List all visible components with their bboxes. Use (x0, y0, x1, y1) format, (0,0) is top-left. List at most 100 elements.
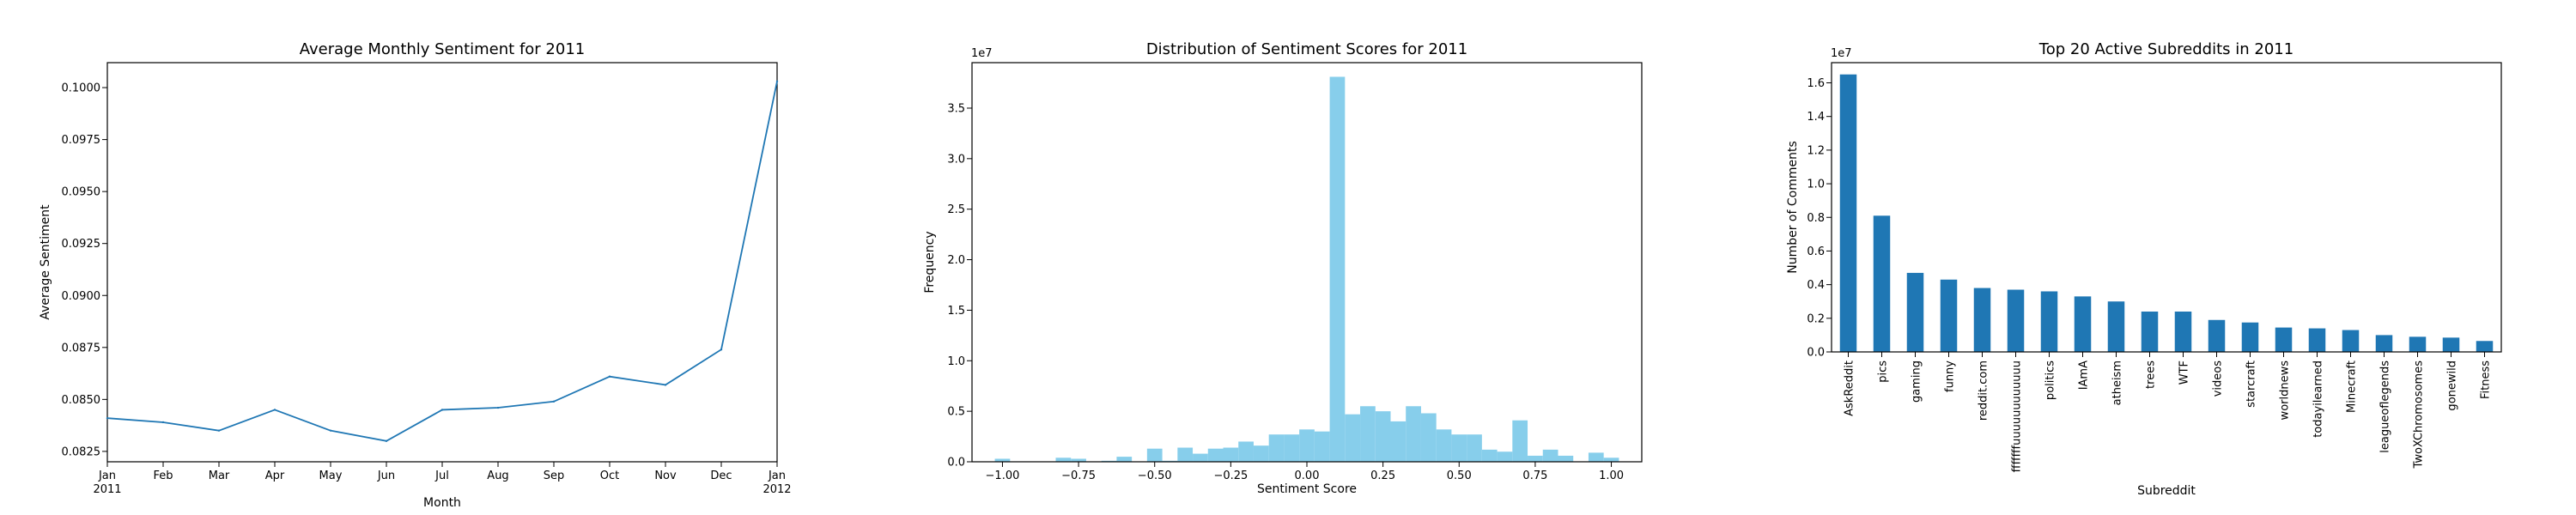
histogram-bar (1268, 434, 1285, 462)
bar (1873, 215, 1891, 352)
y-axis-label: Frequency (923, 231, 937, 293)
bar (2442, 337, 2460, 352)
histogram-bar (1420, 413, 1437, 462)
histogram-bar (1497, 451, 1513, 462)
data-point (552, 400, 556, 403)
bar (2174, 311, 2192, 352)
y-tick-label: 0.0850 (62, 394, 101, 407)
y-axis-label: Number of Comments (1786, 141, 1800, 274)
histogram-bar (1558, 455, 1574, 462)
bar (1973, 288, 1991, 352)
y-tick-label: 0.4 (1807, 279, 1825, 292)
histogram-bar (1299, 429, 1315, 462)
x-tick-label: 0.00 (1295, 470, 1320, 482)
x-axis-label: Subreddit (2137, 484, 2196, 498)
data-point (440, 409, 444, 411)
histogram-bar (1177, 447, 1194, 462)
x-tick-label: Fitness (2480, 360, 2493, 399)
x-tick-label: fffffffuuuuuuuuuuuu (2011, 360, 2024, 472)
histogram-bar (994, 458, 1011, 462)
histogram-bar (1436, 429, 1452, 462)
data-point (217, 429, 221, 432)
x-tick-label: Minecraft (2346, 360, 2359, 413)
y-tick-label: 0.0900 (62, 290, 101, 303)
histogram-bar (1116, 457, 1133, 462)
y-tick-label: 3.5 (947, 102, 965, 115)
histogram-bar (1588, 452, 1604, 462)
x-tick-label: politics (2044, 360, 2057, 400)
x-tick-label: Jan (768, 470, 786, 482)
y-axis-multiplier: 1e7 (971, 47, 993, 60)
bar (2208, 319, 2226, 352)
chart-title: Distribution of Sentiment Scores for 201… (1146, 40, 1467, 58)
histogram-bar (1542, 449, 1558, 462)
histogram-bar (1253, 445, 1269, 462)
x-tick-label: 1.00 (1599, 470, 1624, 482)
x-tick-label: Nov (654, 470, 677, 482)
bar (2040, 291, 2058, 352)
y-tick-label: 1.5 (947, 305, 965, 318)
y-tick-label: 0.0 (947, 457, 965, 470)
data-point (608, 375, 611, 378)
x-tick-label: Jun (377, 470, 395, 482)
top-subreddits-bar-chart: Top 20 Active Subreddits in 2011 Subredd… (1786, 40, 2502, 498)
y-tick-label: 0.5 (947, 406, 965, 419)
histogram-bar (1451, 434, 1467, 462)
bar (1940, 279, 1958, 352)
histogram-bar (1055, 457, 1072, 462)
plot-frame (1831, 62, 2502, 353)
histogram-bar (1146, 448, 1163, 462)
y-tick-label: 0.0950 (62, 186, 101, 199)
sentiment-histogram: Distribution of Sentiment Scores for 201… (923, 40, 1643, 496)
y-tick-label: 2.5 (947, 203, 965, 216)
histogram-bar (1238, 441, 1254, 462)
data-point (775, 80, 779, 82)
histogram-bar (1071, 458, 1086, 462)
data-point (329, 429, 332, 432)
histogram-bar (1345, 414, 1361, 462)
x-tick-label: Jan (98, 470, 116, 482)
x-tick-label: funny (1944, 360, 1957, 392)
plot-frame (106, 62, 778, 463)
y-tick-label: 0.2 (1807, 312, 1825, 325)
x-tick-label: Jul (434, 470, 449, 482)
y-tick-label: 3.0 (947, 153, 965, 166)
x-tick-label: 0.50 (1447, 470, 1472, 482)
bar (2476, 341, 2494, 352)
data-point (273, 409, 276, 411)
x-tick-label: Sep (544, 470, 565, 482)
x-tick-label: Oct (600, 470, 619, 482)
x-tick-label: gonewild (2446, 360, 2459, 411)
histogram-bar (1390, 421, 1406, 462)
histogram-bar (1284, 434, 1300, 462)
histogram-bar (1207, 448, 1224, 462)
y-tick-label: 1.0 (1807, 179, 1825, 191)
x-tick-label: −0.50 (1138, 470, 1172, 482)
bar (2275, 327, 2293, 352)
histogram-bar (1360, 406, 1376, 462)
series-line (106, 81, 778, 442)
data-point (664, 384, 667, 386)
x-tick-label: Dec (710, 470, 732, 482)
data-point (720, 348, 723, 351)
x-tick-label: −0.25 (1213, 470, 1248, 482)
histogram-bar (1375, 411, 1391, 462)
bar (2409, 336, 2427, 352)
data-point (385, 439, 388, 442)
x-tick-label: 0.75 (1522, 470, 1547, 482)
x-tick-label: WTF (2178, 360, 2191, 385)
x-tick-label: videos (2212, 360, 2225, 397)
x-tick-label: TwoXChromosomes (2413, 360, 2426, 470)
y-axis-multiplier: 1e7 (1831, 47, 1852, 60)
x-tick-label: −1.00 (986, 470, 1020, 482)
bar (2375, 335, 2393, 352)
monthly-sentiment-line-chart: Average Monthly Sentiment for 2011 Month… (39, 40, 792, 510)
bar (2241, 322, 2259, 352)
y-axis-label: Average Sentiment (39, 204, 52, 320)
y-tick-label: 1.0 (947, 355, 965, 368)
bar (1839, 74, 1857, 352)
x-tick-label: Aug (487, 470, 508, 482)
x-tick-label: IAmA (2078, 360, 2091, 390)
x-tick-label: −0.75 (1061, 470, 1096, 482)
